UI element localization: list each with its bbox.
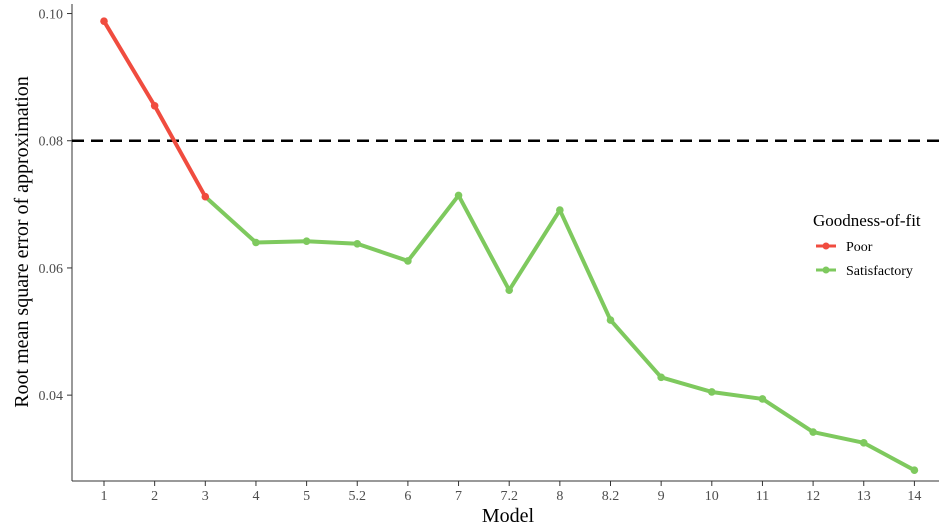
x-tick-label: 3 <box>202 489 209 504</box>
data-point-poor <box>150 101 159 110</box>
data-point-poor <box>100 17 108 25</box>
data-point-satisfactory <box>606 316 615 324</box>
series-segment-poor <box>102 19 157 108</box>
series-segment-satisfactory <box>861 440 917 473</box>
series-segment-satisfactory <box>557 208 613 323</box>
x-tick-label: 9 <box>658 489 665 504</box>
legend: Goodness-of-fit Poor Satisfactory <box>813 211 921 279</box>
x-tick-label: 4 <box>252 489 259 504</box>
series-segment-satisfactory <box>811 430 866 445</box>
legend-title: Goodness-of-fit <box>813 211 921 230</box>
data-point-satisfactory <box>657 373 665 382</box>
x-ticks: 1 2 3 4 5 5.2 6 7 7.2 8 8.2 9 10 11 12 13 14 <box>101 481 921 504</box>
series-segment-satisfactory <box>405 193 461 263</box>
x-tick-label: 12 <box>806 489 820 504</box>
y-axis-title: Root mean square error of approximation <box>11 76 33 408</box>
x-tick-label: 7.2 <box>500 489 518 504</box>
legend-swatch-dot-poor <box>822 242 830 250</box>
data-point-satisfactory <box>252 238 260 247</box>
data-point-satisfactory <box>505 286 513 295</box>
series-segment-satisfactory <box>355 241 410 263</box>
x-tick-label: 5.2 <box>349 489 367 504</box>
data-point-satisfactory <box>758 395 767 403</box>
y-ticks: 0.04 0.06 0.08 0.10 <box>39 8 72 404</box>
y-tick-label: 0.08 <box>39 135 64 150</box>
series-segment-satisfactory <box>760 396 816 435</box>
x-tick-label: 8 <box>556 489 563 504</box>
series-segment-satisfactory <box>709 389 765 401</box>
series-segment-satisfactory <box>659 375 714 394</box>
data-point-satisfactory <box>809 428 817 436</box>
series-segment-satisfactory <box>253 239 309 245</box>
data-point-satisfactory <box>859 439 868 447</box>
series-segment-satisfactory <box>456 193 512 293</box>
x-tick-label: 11 <box>756 489 769 504</box>
data-point-satisfactory <box>910 466 919 474</box>
x-tick-label: 5 <box>303 489 310 504</box>
data-point-satisfactory <box>454 191 463 200</box>
series <box>102 19 917 473</box>
data-point-satisfactory <box>404 257 412 265</box>
series-segment-satisfactory <box>507 208 562 293</box>
data-point-poor <box>201 192 210 201</box>
x-tick-label: 2 <box>151 489 158 504</box>
series-segment-satisfactory <box>304 239 360 246</box>
x-tick-label: 8.2 <box>602 489 620 504</box>
y-tick-label: 0.06 <box>39 262 64 277</box>
series-segment-satisfactory <box>608 318 664 380</box>
x-tick-label: 10 <box>705 489 719 504</box>
y-tick-label: 0.04 <box>39 389 64 404</box>
axes <box>71 4 939 482</box>
x-tick-label: 7 <box>455 489 462 504</box>
legend-swatch-dot-satisfactory <box>822 266 830 274</box>
x-tick-label: 13 <box>857 489 871 504</box>
series-segment-satisfactory <box>203 194 258 245</box>
x-tick-label: 1 <box>101 489 108 504</box>
x-tick-label: 6 <box>404 489 411 504</box>
legend-entry-poor: Poor <box>816 240 873 255</box>
x-tick-label: 14 <box>907 489 921 504</box>
data-point-satisfactory <box>708 388 716 396</box>
legend-entry-satisfactory: Satisfactory <box>816 264 913 279</box>
data-point-satisfactory <box>302 237 311 246</box>
legend-label-poor: Poor <box>846 240 873 255</box>
y-tick-label: 0.10 <box>39 8 64 23</box>
data-point-satisfactory <box>353 239 362 248</box>
x-axis-title: Model <box>482 505 535 527</box>
legend-label-satisfactory: Satisfactory <box>846 264 913 279</box>
series-segment-poor <box>152 103 208 199</box>
data-point-satisfactory <box>556 206 564 214</box>
data-points <box>100 17 919 474</box>
